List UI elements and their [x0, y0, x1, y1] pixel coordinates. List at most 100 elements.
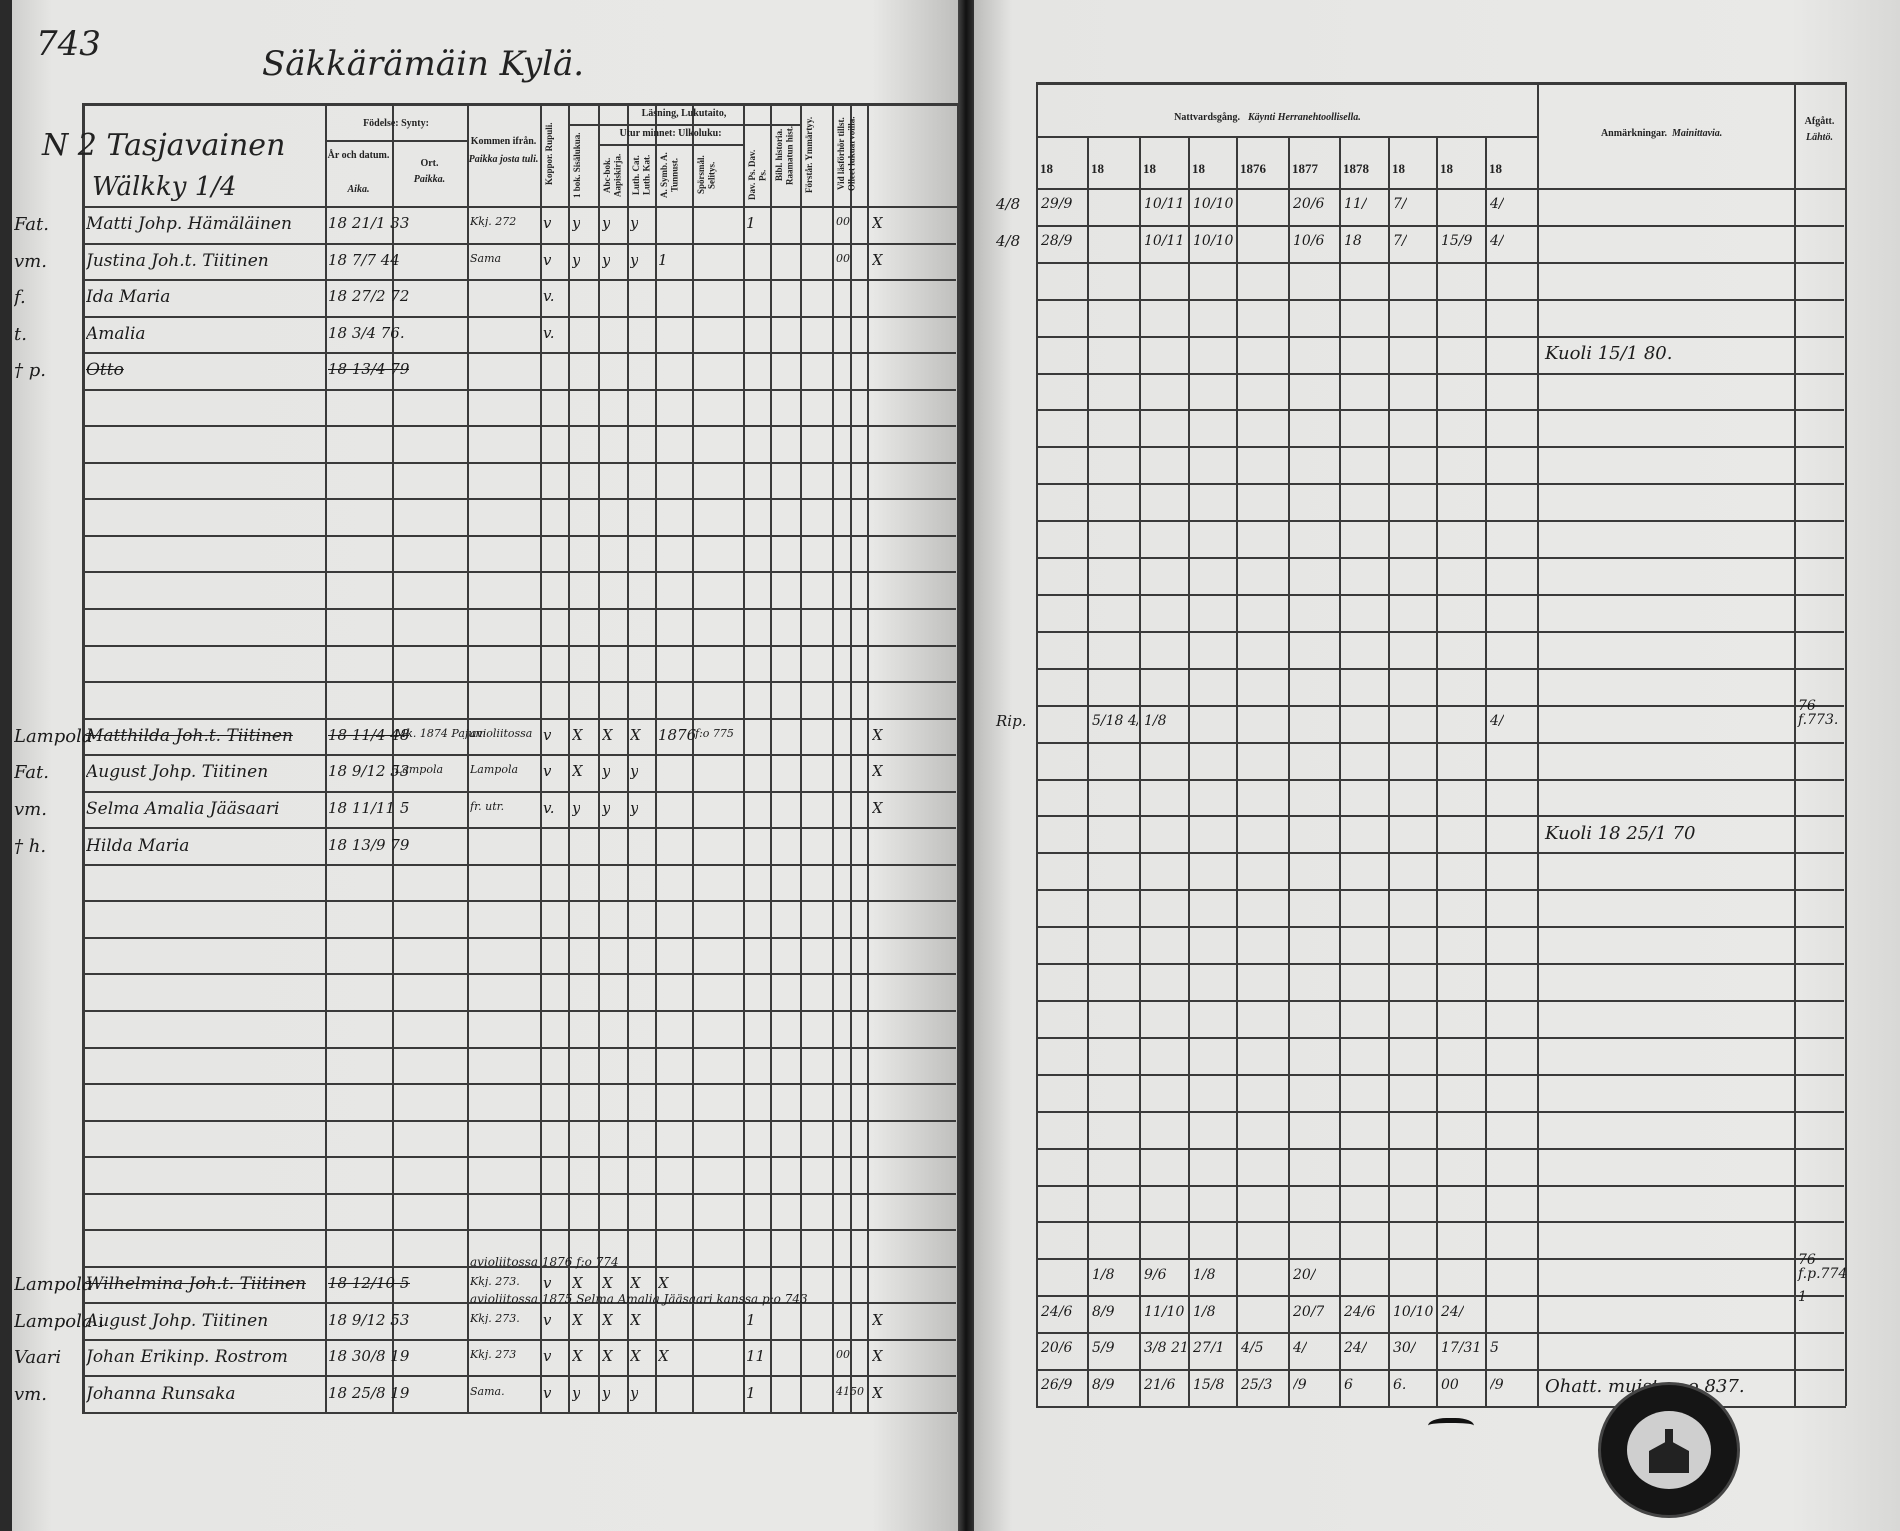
entry-symb: X	[658, 1349, 669, 1364]
entry-koppor: v.	[543, 326, 555, 341]
header-examinations: Vid läsförhör tillst. Olleet lukuarvoill…	[836, 116, 857, 192]
communion-date: 24/6	[1041, 1305, 1073, 1319]
communion-date: 20/7	[1293, 1305, 1325, 1319]
row-rule	[1038, 631, 1844, 633]
entry-mark: X	[872, 801, 883, 816]
entry-note: avioliitossa 1876 f:o 774	[470, 1255, 619, 1269]
communion-date: 4/	[1293, 1341, 1307, 1355]
communion-date: 10/10	[1193, 197, 1234, 211]
header-bottom-rule	[1036, 188, 1846, 190]
row-rule	[1038, 926, 1844, 928]
column-rule	[850, 103, 852, 1412]
entry-departed: 1	[1798, 1289, 1807, 1305]
entry-luth: X	[630, 728, 641, 743]
entry-name: Johan Erikinp. Rostrom	[86, 1349, 288, 1366]
row-rule	[1038, 742, 1844, 744]
communion-date: 7/	[1393, 234, 1407, 248]
entry-abc: X	[602, 1349, 613, 1364]
entry-luth: X	[630, 1313, 641, 1328]
row-rule	[1038, 1000, 1844, 1002]
header-birth-year: År och datum.	[327, 150, 390, 161]
row-rule	[84, 1266, 956, 1268]
communion-date: 30/	[1393, 1341, 1416, 1355]
entry-name: Ida Maria	[86, 289, 171, 306]
entry-luth: y	[630, 1386, 639, 1401]
entry-name: Hilda Maria	[86, 838, 190, 855]
entry-bok1: X	[572, 764, 583, 779]
entry-birth: 18 21/1 33	[328, 216, 410, 231]
communion-date: 5/9	[1092, 1341, 1115, 1355]
entry-bok1: X	[572, 1276, 583, 1291]
header-year-2: 18	[1143, 161, 1156, 176]
row-rule	[84, 571, 956, 573]
entry-luth: y	[630, 253, 639, 268]
entry-from: Kkj. 273	[470, 1349, 517, 1360]
entry-remark: Kuoli 18 25/1 70	[1545, 823, 1696, 844]
row-rule	[84, 389, 956, 391]
entry-koppor: v	[543, 1276, 552, 1291]
entry-mark: X	[872, 253, 883, 268]
header-departed: Afgått.	[1804, 116, 1835, 127]
header-birth-place-fi: Paikka.	[413, 174, 446, 185]
entry-role: Lampola	[14, 1276, 93, 1294]
row-rule	[84, 462, 956, 464]
communion-date: 18	[1344, 234, 1362, 248]
row-rule	[1038, 483, 1844, 485]
communion-date: 11/	[1344, 197, 1367, 211]
column-rule	[325, 103, 327, 1412]
header-remarks: Anmärkningar.	[1600, 128, 1667, 139]
entry-role: vm.	[14, 1386, 47, 1404]
communion-date: 1/8	[1193, 1268, 1216, 1282]
household-share: Wälkky 1/4	[92, 172, 237, 202]
row-rule	[84, 900, 956, 902]
row-rule	[1038, 409, 1844, 411]
entry-koppor: v	[543, 216, 552, 231]
entry-symb: 1	[658, 253, 668, 268]
header-communion-fi: Käynti Herranehtoollisella.	[1248, 112, 1361, 123]
header-understands: Förstår. Ymmärtyy.	[804, 116, 814, 194]
entry-symb: X	[658, 1276, 669, 1291]
entry-role: vm.	[14, 253, 47, 271]
entry-koppor: v.	[543, 801, 555, 816]
communion-date: 3/8 21/6	[1144, 1341, 1187, 1355]
entry-birth: 18 25/8 19	[328, 1386, 410, 1401]
communion-date: 00	[1441, 1378, 1459, 1392]
communion-date: 24/	[1441, 1305, 1464, 1319]
header-year-5: 1877	[1292, 161, 1318, 176]
row-rule	[84, 1083, 956, 1085]
row-rule	[1038, 1221, 1844, 1223]
entry-bok1: X	[572, 1313, 583, 1328]
header-questions: Spörsmål. Selitys.	[696, 155, 717, 195]
column-rule	[1537, 82, 1539, 1406]
row-rule	[84, 973, 956, 975]
entry-mark: X	[872, 728, 883, 743]
entry-from: avioliitossa	[470, 728, 533, 739]
entry-examinations: 00	[836, 1349, 850, 1360]
row-rule	[84, 279, 956, 281]
entry-name: Johanna Runsaka	[86, 1386, 236, 1403]
row-rule	[1038, 446, 1844, 448]
table-bottom-rule	[1036, 1406, 1846, 1408]
row-rule	[84, 498, 956, 500]
communion-date: 17/31	[1441, 1341, 1482, 1355]
header-birth-place: Ort.	[420, 158, 439, 169]
communion-date: 6.	[1393, 1378, 1407, 1392]
entry-from: Kkj. 273.	[470, 1313, 520, 1324]
column-rule	[467, 103, 469, 1412]
communion-date: 15/8	[1193, 1378, 1225, 1392]
entry-role: Lampola Fat.	[14, 1313, 102, 1331]
entry-role: † p.	[14, 362, 46, 380]
row-rule	[1038, 1258, 1844, 1260]
column-rule	[800, 103, 802, 1412]
entry-departed: 76 f.p.774	[1798, 1252, 1848, 1282]
column-rule	[598, 103, 600, 1412]
column-rule	[1436, 136, 1438, 1406]
column-rule	[867, 103, 869, 1412]
entry-bok1: y	[572, 216, 581, 231]
entry-name: Wilhelmina Joh.t. Tiitinen	[86, 1276, 307, 1293]
column-rule	[568, 103, 570, 1412]
entry-bok1: y	[572, 1386, 581, 1401]
row-rule	[84, 608, 956, 610]
header-came-from-fi: Paikka josta tuli.	[468, 154, 539, 165]
row-rule	[1038, 299, 1844, 301]
